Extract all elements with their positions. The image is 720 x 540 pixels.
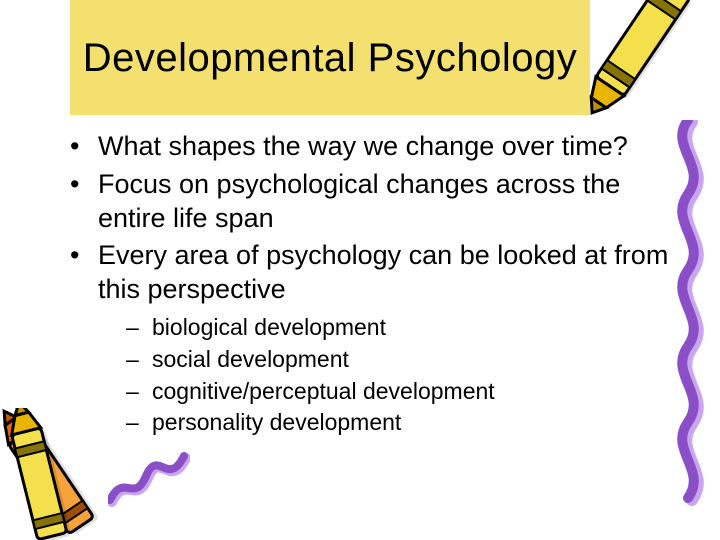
squiggle-right [666, 120, 716, 510]
list-item: – social development [126, 345, 690, 375]
sub-bullet-text: personality development [152, 408, 401, 438]
bullet-list: • What shapes the way we change over tim… [70, 130, 690, 307]
dash-icon: – [126, 345, 152, 375]
title-box: Developmental Psychology [70, 0, 590, 115]
sub-bullet-text: biological development [152, 313, 386, 343]
bullet-dot-icon: • [70, 168, 98, 202]
bullet-text: Every area of psychology can be looked a… [98, 239, 690, 307]
bullet-dot-icon: • [70, 130, 98, 164]
crayon-clipart-top-right [582, 0, 702, 132]
list-item: • Focus on psychological changes across … [70, 168, 690, 236]
sub-bullet-text: cognitive/perceptual development [152, 377, 495, 407]
list-item: • What shapes the way we change over tim… [70, 130, 690, 164]
dash-icon: – [126, 377, 152, 407]
list-item: • Every area of psychology can be looked… [70, 239, 690, 307]
bullet-dot-icon: • [70, 239, 98, 273]
list-item: – personality development [126, 408, 690, 438]
slide-body: • What shapes the way we change over tim… [70, 130, 690, 440]
slide: Developmental Psychology • What shapes t… [0, 0, 720, 540]
bullet-text: Focus on psychological changes across th… [98, 168, 690, 236]
sub-bullet-list: – biological development – social develo… [70, 313, 690, 439]
list-item: – cognitive/perceptual development [126, 377, 690, 407]
dash-icon: – [126, 313, 152, 343]
dash-icon: – [126, 408, 152, 438]
list-item: – biological development [126, 313, 690, 343]
bullet-text: What shapes the way we change over time? [98, 130, 690, 164]
sub-bullet-text: social development [152, 345, 349, 375]
slide-title: Developmental Psychology [83, 38, 577, 78]
